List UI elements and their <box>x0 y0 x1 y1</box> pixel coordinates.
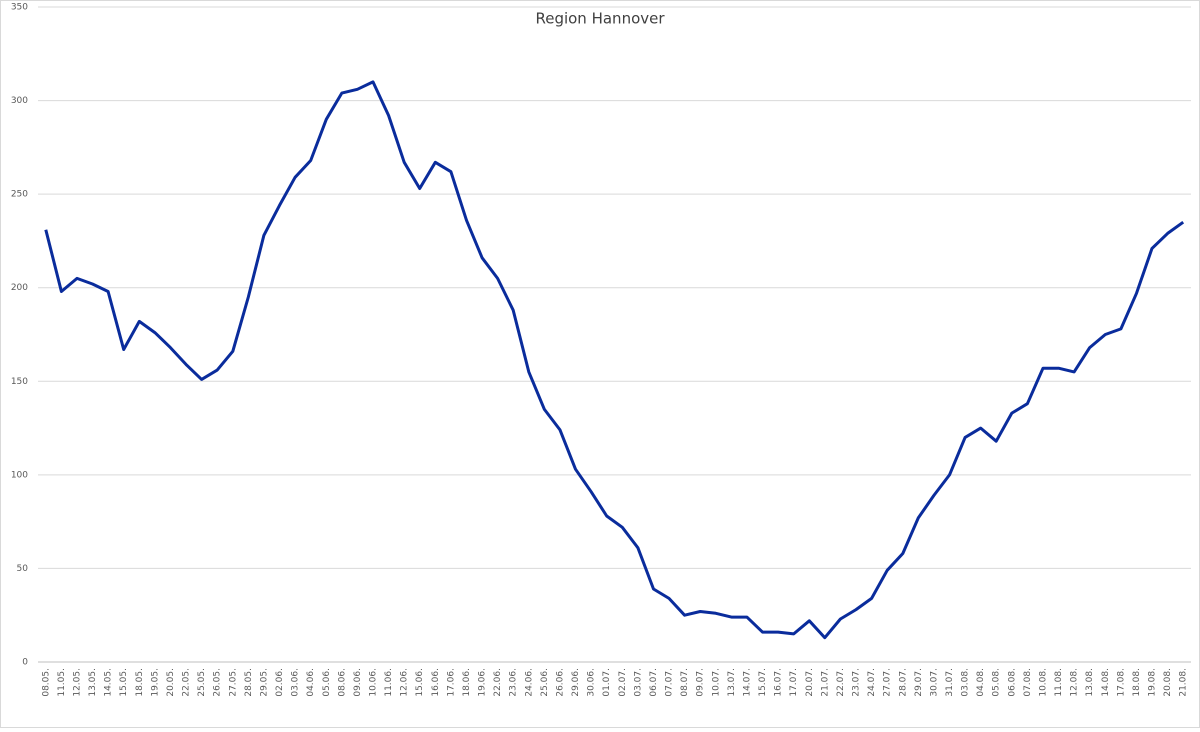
x-tick-label: 20.08. <box>1163 668 1173 697</box>
x-tick-label: 15.05. <box>119 668 129 697</box>
x-tick-label: 29.06. <box>571 668 581 697</box>
x-tick-label: 23.06. <box>509 668 519 697</box>
x-tick-label: 30.07. <box>929 668 939 697</box>
x-tick-label: 16.06. <box>431 668 441 697</box>
x-tick-label: 03.07. <box>633 668 643 697</box>
x-tick-label: 26.06. <box>555 668 565 697</box>
x-tick-label: 19.08. <box>1148 668 1158 697</box>
x-tick-label: 27.05. <box>228 668 238 697</box>
x-tick-label: 01.07. <box>602 668 612 697</box>
y-tick-label: 150 <box>11 377 28 387</box>
x-tick-label: 17.06. <box>446 668 456 697</box>
x-tick-label: 22.05. <box>182 668 192 697</box>
x-tick-label: 08.06. <box>337 668 347 697</box>
chart-title: Region Hannover <box>535 10 665 28</box>
x-tick-label: 29.07. <box>914 668 924 697</box>
data-line <box>44 80 1185 640</box>
x-tick-label: 29.05. <box>259 668 269 697</box>
x-tick-label: 20.07. <box>805 668 815 697</box>
y-tick-label: 200 <box>11 283 28 293</box>
x-tick-label: 03.06. <box>291 668 301 697</box>
x-tick-label: 19.06. <box>478 668 488 697</box>
x-tick-label: 02.07. <box>618 668 628 697</box>
x-tick-label: 28.05. <box>244 668 254 697</box>
x-tick-label: 26.05. <box>213 668 223 697</box>
x-tick-label: 30.06. <box>587 668 597 697</box>
x-tick-label: 28.07. <box>898 668 908 697</box>
x-tick-label: 09.06. <box>353 668 363 697</box>
x-tick-label: 14.08. <box>1101 668 1111 697</box>
x-tick-label: 16.07. <box>774 668 784 697</box>
x-tick-label: 20.05. <box>166 668 176 697</box>
x-tick-label: 27.07. <box>883 668 893 697</box>
x-tick-label: 06.07. <box>649 668 659 697</box>
x-tick-label: 19.05. <box>150 668 160 697</box>
x-tick-label: 11.05. <box>57 668 67 697</box>
x-tick-label: 22.06. <box>493 668 503 697</box>
x-tick-label: 02.06. <box>275 668 285 697</box>
x-tick-label: 07.08. <box>1023 668 1033 697</box>
x-tick-label: 11.06. <box>384 668 394 697</box>
x-tick-label: 13.07. <box>727 668 737 697</box>
x-tick-label: 07.07. <box>665 668 675 697</box>
y-tick-label: 350 <box>11 3 28 13</box>
x-tick-label: 13.08. <box>1085 668 1095 697</box>
x-tick-label: 04.06. <box>306 668 316 697</box>
y-tick-label: 0 <box>22 658 28 668</box>
x-tick-label: 13.05. <box>88 668 98 697</box>
x-tick-label: 23.07. <box>852 668 862 697</box>
x-tick-label: 17.07. <box>789 668 799 697</box>
x-tick-label: 05.08. <box>992 668 1002 697</box>
x-tick-label: 04.08. <box>976 668 986 697</box>
x-tick-label: 09.07. <box>696 668 706 697</box>
x-tick-label: 21.07. <box>820 668 830 697</box>
x-tick-label: 03.08. <box>961 668 971 697</box>
x-tick-label: 18.06. <box>462 668 472 697</box>
x-tick-label: 18.08. <box>1132 668 1142 697</box>
x-tick-label: 12.06. <box>400 668 410 697</box>
x-tick-label: 14.07. <box>742 668 752 697</box>
x-tick-label: 10.08. <box>1038 668 1048 697</box>
y-tick-label: 250 <box>11 190 28 200</box>
x-tick-label: 12.05. <box>72 668 82 697</box>
x-tick-label: 18.05. <box>135 668 145 697</box>
x-tick-label: 25.06. <box>540 668 550 697</box>
x-tick-label: 11.08. <box>1054 668 1064 697</box>
y-tick-label: 100 <box>11 470 28 480</box>
y-tick-label: 50 <box>17 564 29 574</box>
x-tick-label: 22.07. <box>836 668 846 697</box>
x-tick-label: 15.06. <box>415 668 425 697</box>
x-tick-label: 14.05. <box>104 668 114 697</box>
x-tick-label: 12.08. <box>1070 668 1080 697</box>
x-tick-label: 10.07. <box>711 668 721 697</box>
x-tick-label: 08.07. <box>680 668 690 697</box>
x-tick-label: 08.05. <box>41 668 51 697</box>
x-tick-label: 24.06. <box>524 668 534 697</box>
x-tick-label: 24.07. <box>867 668 877 697</box>
x-tick-label: 21.08. <box>1179 668 1189 697</box>
x-tick-label: 05.06. <box>322 668 332 697</box>
x-tick-label: 25.05. <box>197 668 207 697</box>
x-tick-label: 31.07. <box>945 668 955 697</box>
x-tick-label: 17.08. <box>1116 668 1126 697</box>
x-tick-label: 10.06. <box>368 668 378 697</box>
x-tick-label: 06.08. <box>1007 668 1017 697</box>
x-tick-label: 15.07. <box>758 668 768 697</box>
y-tick-label: 300 <box>11 96 28 106</box>
